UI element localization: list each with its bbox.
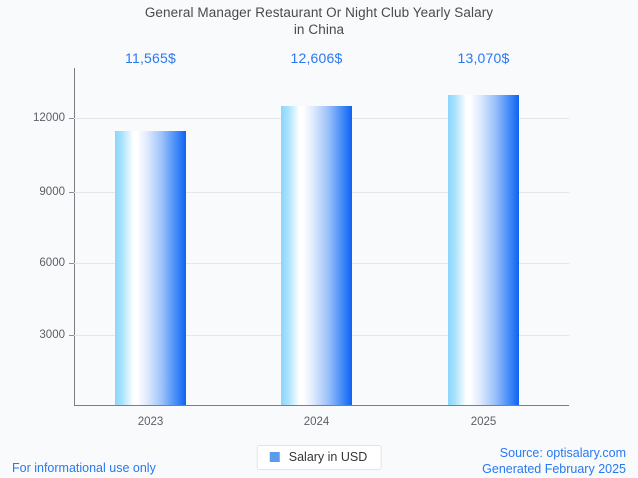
- chart-legend[interactable]: Salary in USD: [256, 445, 382, 470]
- bar-2024[interactable]: [281, 106, 352, 405]
- x-tick-label-2023: 2023: [137, 416, 164, 428]
- tick-mark-12000: [69, 118, 74, 119]
- tick-mark-3000: [69, 335, 74, 336]
- footer-generated: Generated February 2025: [482, 461, 626, 476]
- legend-item-label: Salary in USD: [288, 450, 368, 464]
- chart-title-line-1: General Manager Restaurant Or Night Club…: [144, 5, 494, 20]
- y-tick-label-12000: 12000: [33, 112, 65, 124]
- tick-mark-9000: [69, 192, 74, 193]
- bar-value-2025: 13,070$: [457, 50, 510, 66]
- x-tick-label-2024: 2024: [303, 416, 330, 428]
- bar-value-2024: 12,606$: [290, 50, 343, 66]
- footer-disclaimer: For informational use only: [12, 461, 156, 475]
- legend-swatch-icon: [269, 452, 280, 462]
- chart-title: General Manager Restaurant Or Night Club…: [0, 4, 638, 38]
- bar-2025[interactable]: [448, 95, 519, 405]
- y-tick-label-3000: 3000: [39, 329, 65, 341]
- x-tick-label-2025: 2025: [470, 416, 497, 428]
- footer-source: Source: optisalary.com: [499, 446, 626, 460]
- bar-2023[interactable]: [115, 131, 186, 405]
- x-axis-line: [74, 405, 569, 406]
- bar-value-2023: 11,565$: [125, 50, 176, 66]
- y-tick-label-9000: 9000: [39, 186, 65, 198]
- y-tick-label-6000: 6000: [39, 257, 65, 269]
- chart-title-line-2: in China: [293, 22, 345, 37]
- tick-mark-6000: [69, 263, 74, 264]
- y-axis-line: [74, 68, 75, 406]
- plot-area: 12000 9000 6000 3000 11,565$ 2023 12,606…: [33, 50, 569, 428]
- footer-source-block: Source: optisalary.com Generated Februar…: [482, 446, 626, 477]
